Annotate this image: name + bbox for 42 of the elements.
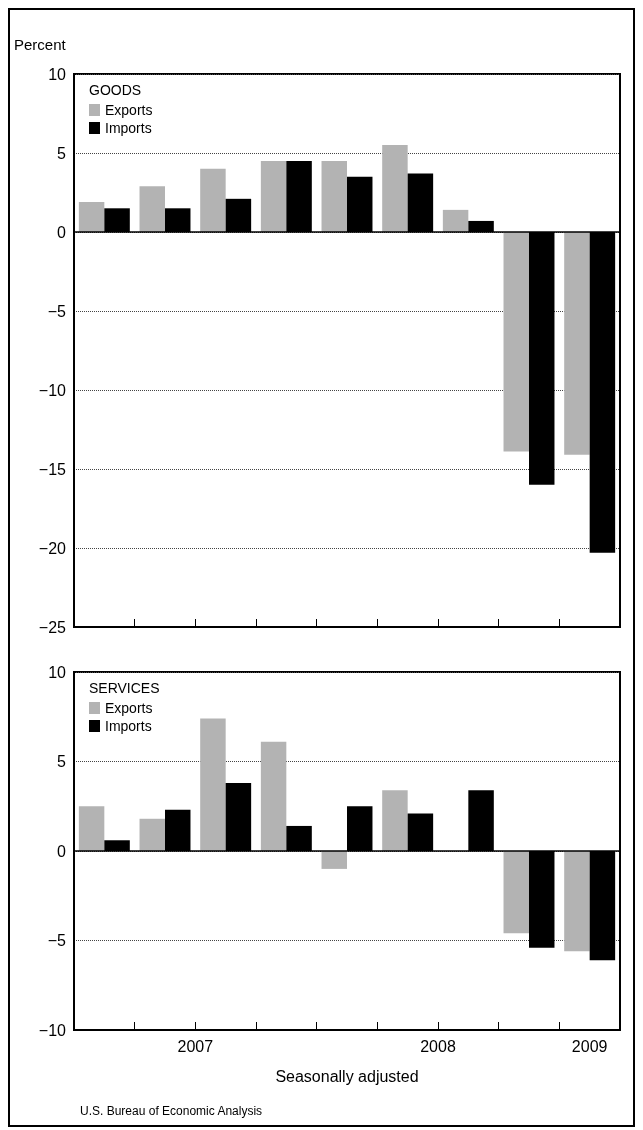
y-tick-label: 0	[57, 223, 67, 241]
bar	[503, 851, 529, 934]
legend-label: Exports	[105, 102, 153, 118]
bar	[321, 851, 347, 869]
x-tick-label: 2009	[571, 1037, 608, 1055]
y-tick-label: 10	[48, 65, 67, 83]
legend-label: Imports	[105, 718, 152, 734]
y-tick-label: −5	[47, 932, 67, 949]
y-tick-label: −25	[38, 618, 67, 636]
bar	[382, 145, 408, 232]
bar	[200, 168, 226, 232]
legend-label: Exports	[105, 700, 153, 716]
y-tick-label: 5	[57, 144, 67, 162]
y-tick-label: −10	[38, 1021, 67, 1039]
bar	[503, 232, 529, 452]
y-tick-label: 5	[57, 753, 67, 770]
bar	[139, 818, 165, 851]
y-tick-label: −5	[47, 302, 67, 320]
y-tick-label: 0	[57, 842, 67, 860]
bar	[382, 790, 408, 851]
legend-title: SERVICES	[89, 680, 160, 696]
y-tick-label: −20	[38, 539, 67, 557]
bar	[260, 741, 287, 851]
bar	[78, 806, 105, 851]
legend-label: Imports	[105, 120, 152, 136]
y-tick-label: −10	[38, 381, 67, 399]
x-tick-label: 2007	[177, 1037, 214, 1055]
y-tick-label: −15	[38, 460, 67, 478]
bar	[200, 718, 226, 851]
bar	[564, 232, 590, 455]
y-axis-title: Percent	[14, 36, 67, 53]
bar	[260, 160, 287, 232]
x-tick-label: 2008	[420, 1037, 456, 1055]
text: U.S. Bureau of Economic Analysis	[80, 1104, 263, 1118]
bar	[564, 851, 590, 952]
bar	[442, 209, 469, 232]
bar	[139, 186, 165, 232]
legend-title: GOODS	[89, 82, 142, 98]
bar	[321, 160, 347, 232]
x-axis-title: Seasonally adjusted	[275, 1067, 419, 1085]
y-tick-label: 10	[48, 663, 67, 681]
bar	[78, 201, 105, 232]
